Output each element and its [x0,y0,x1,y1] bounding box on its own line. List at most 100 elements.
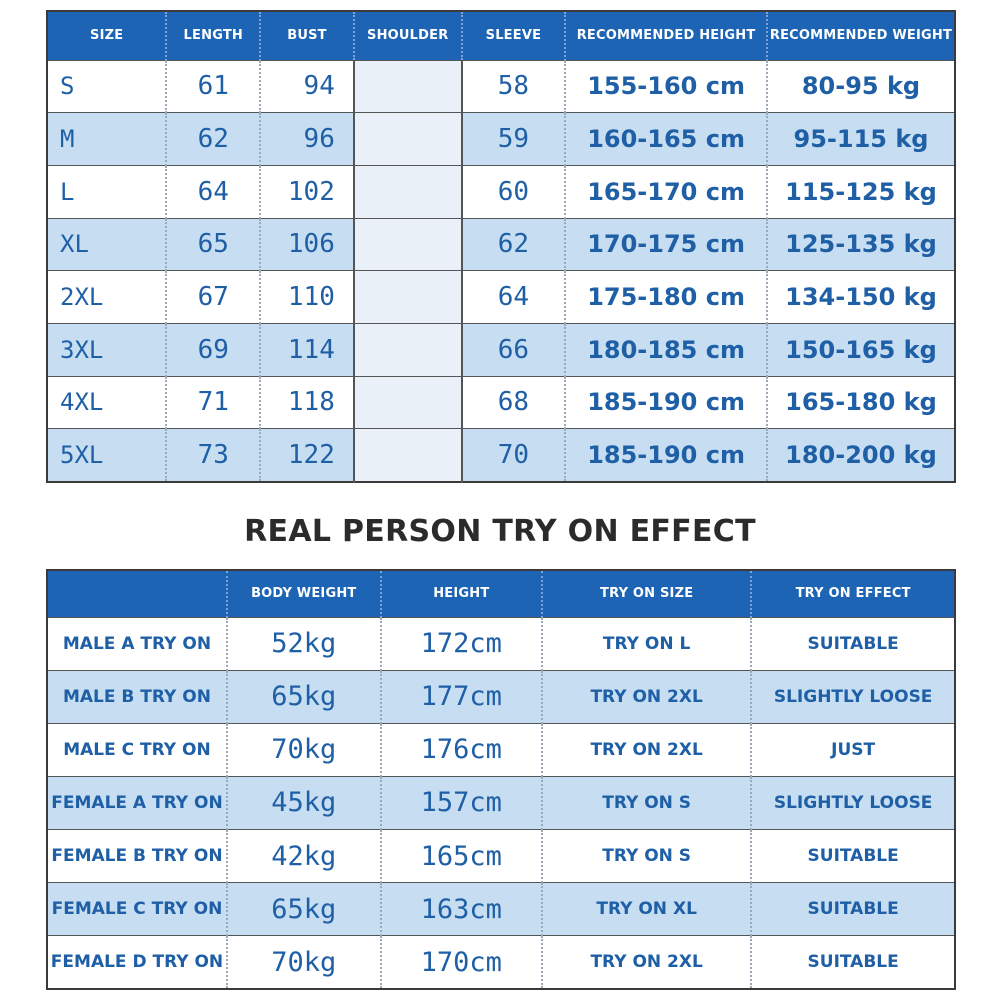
length-cell: 65 [165,217,261,271]
bust-cell: 102 [259,164,354,219]
recommended-height-cell: 165-170 cm [564,164,767,219]
size-chart-table: SIZE LENGTH BUST SHOULDER SLEEVE RECOMME… [46,10,956,483]
size-cell: L [47,164,167,219]
size-row: XL 65 106 62 170-175 cm 125-135 kg [47,217,955,271]
recommended-height-cell: 185-190 cm [564,428,767,482]
body-weight-cell: 70kg [225,935,381,989]
height-cell: 177cm [379,669,542,724]
size-cell: XL [47,217,167,271]
size-cell: 5XL [47,428,167,482]
column-header-try-on-size: TRY ON SIZE [540,570,752,617]
sleeve-cell: 64 [460,270,566,324]
recommended-height-cell: 180-185 cm [564,322,767,377]
person-cell: MALE A TRY ON [47,616,227,671]
recommended-weight-cell: 180-200 kg [765,428,955,482]
try-on-effect-cell: SUITABLE [750,616,955,671]
size-cell: S [47,59,167,113]
sleeve-cell: 70 [460,428,566,482]
recommended-weight-cell: 95-115 kg [765,112,955,166]
length-cell: 67 [165,270,261,324]
shoulder-cell [352,322,463,377]
recommended-weight-cell: 115-125 kg [765,164,955,219]
size-row: 2XL 67 110 64 175-180 cm 134-150 kg [47,270,955,324]
size-cell: 4XL [47,375,167,429]
try-on-effect-cell: SUITABLE [750,935,955,989]
size-cell: 3XL [47,322,167,377]
height-cell: 157cm [379,775,542,830]
bust-cell: 110 [259,270,354,324]
length-cell: 71 [165,375,261,429]
size-row: S 61 94 58 155-160 cm 80-95 kg [47,59,955,113]
try-on-header-row: BODY WEIGHT HEIGHT TRY ON SIZE TRY ON EF… [47,570,955,617]
height-cell: 172cm [379,616,542,671]
column-header-bust: BUST [259,11,354,60]
recommended-height-cell: 175-180 cm [564,270,767,324]
column-header-person [47,570,227,617]
column-header-sleeve: SLEEVE [460,11,566,60]
bust-cell: 94 [259,59,354,113]
body-weight-cell: 42kg [225,829,381,883]
try-on-effect-cell: SUITABLE [750,829,955,883]
try-on-row: MALE B TRY ON 65kg 177cm TRY ON 2XL SLIG… [47,669,955,724]
try-on-row: FEMALE D TRY ON 70kg 170cm TRY ON 2XL SU… [47,935,955,989]
sleeve-cell: 59 [460,112,566,166]
recommended-height-cell: 160-165 cm [564,112,767,166]
column-header-recommended-height: RECOMMENDED HEIGHT [564,11,767,60]
column-header-recommended-weight: RECOMMENDED WEIGHT [765,11,955,60]
size-row: M 62 96 59 160-165 cm 95-115 kg [47,112,955,166]
shoulder-cell [352,59,463,113]
size-row: L 64 102 60 165-170 cm 115-125 kg [47,164,955,219]
shoulder-cell [352,112,463,166]
body-weight-cell: 45kg [225,775,381,830]
try-on-size-cell: TRY ON L [540,616,752,671]
person-cell: MALE C TRY ON [47,722,227,777]
bust-cell: 114 [259,322,354,377]
body-weight-cell: 65kg [225,669,381,724]
person-cell: MALE B TRY ON [47,669,227,724]
recommended-weight-cell: 134-150 kg [765,270,955,324]
try-on-section-title: REAL PERSON TRY ON EFFECT [244,514,756,549]
length-cell: 64 [165,164,261,219]
length-cell: 73 [165,428,261,482]
shoulder-cell [352,428,463,482]
try-on-size-cell: TRY ON 2XL [540,669,752,724]
body-weight-cell: 65kg [225,882,381,936]
try-on-row: MALE A TRY ON 52kg 172cm TRY ON L SUITAB… [47,616,955,671]
shoulder-cell [352,164,463,219]
try-on-size-cell: TRY ON XL [540,882,752,936]
shoulder-cell [352,217,463,271]
shoulder-cell [352,375,463,429]
size-row: 5XL 73 122 70 185-190 cm 180-200 kg [47,428,955,482]
person-cell: FEMALE B TRY ON [47,829,227,883]
recommended-weight-cell: 150-165 kg [765,322,955,377]
sleeve-cell: 62 [460,217,566,271]
height-cell: 170cm [379,935,542,989]
try-on-row: MALE C TRY ON 70kg 176cm TRY ON 2XL JUST [47,722,955,777]
height-cell: 163cm [379,882,542,936]
height-cell: 165cm [379,829,542,883]
sleeve-cell: 66 [460,322,566,377]
recommended-height-cell: 155-160 cm [564,59,767,113]
try-on-size-cell: TRY ON 2XL [540,935,752,989]
try-on-row: FEMALE B TRY ON 42kg 165cm TRY ON S SUIT… [47,829,955,883]
recommended-weight-cell: 125-135 kg [765,217,955,271]
recommended-weight-cell: 80-95 kg [765,59,955,113]
sleeve-cell: 60 [460,164,566,219]
column-header-height: HEIGHT [379,570,542,617]
body-weight-cell: 52kg [225,616,381,671]
shoulder-cell [352,270,463,324]
recommended-weight-cell: 165-180 kg [765,375,955,429]
try-on-effect-cell: SUITABLE [750,882,955,936]
size-cell: 2XL [47,270,167,324]
person-cell: FEMALE D TRY ON [47,935,227,989]
column-header-size: SIZE [47,11,167,60]
bust-cell: 118 [259,375,354,429]
try-on-row: FEMALE C TRY ON 65kg 163cm TRY ON XL SUI… [47,882,955,936]
length-cell: 62 [165,112,261,166]
try-on-effect-cell: JUST [750,722,955,777]
length-cell: 61 [165,59,261,113]
column-header-shoulder: SHOULDER [352,11,462,60]
column-header-try-on-effect: TRY ON EFFECT [750,570,955,617]
column-header-body-weight: BODY WEIGHT [225,570,381,617]
size-row: 4XL 71 118 68 185-190 cm 165-180 kg [47,375,955,429]
